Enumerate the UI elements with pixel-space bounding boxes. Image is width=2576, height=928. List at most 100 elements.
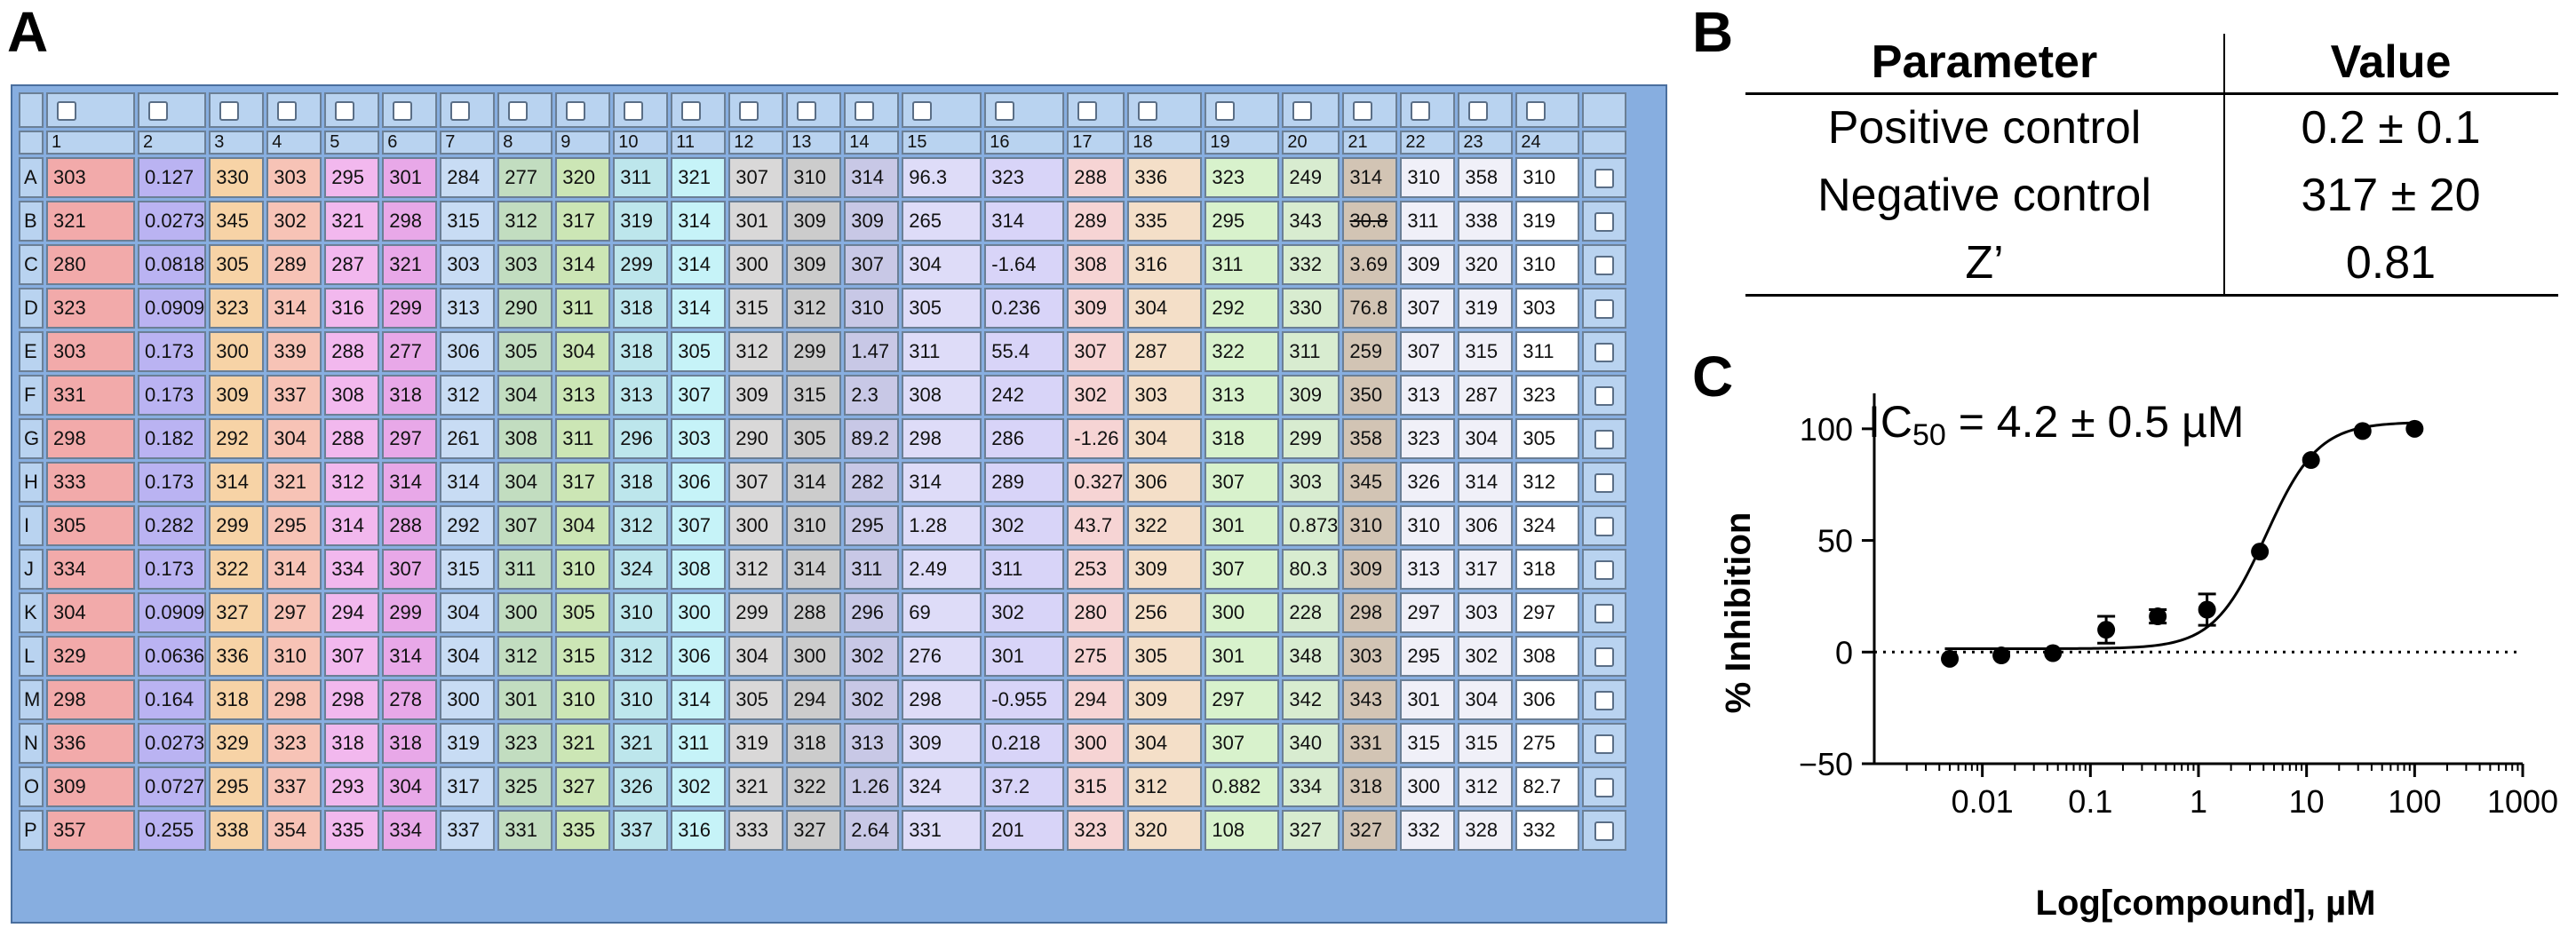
well-cell[interactable]: 350 — [1342, 375, 1398, 416]
well-cell[interactable]: 294 — [1067, 679, 1125, 720]
column-select-checkbox[interactable] — [739, 101, 759, 122]
well-cell[interactable]: 311 — [555, 288, 611, 329]
well-cell[interactable]: 306 — [671, 636, 727, 677]
column-select-checkbox[interactable] — [566, 101, 586, 122]
well-cell[interactable]: 311 — [1205, 244, 1280, 285]
well-cell[interactable]: 318 — [613, 462, 669, 503]
well-cell[interactable]: 315 — [1458, 723, 1514, 764]
well-cell[interactable]: 318 — [786, 723, 842, 764]
well-cell[interactable]: 305 — [1127, 636, 1203, 677]
column-select-checkbox[interactable] — [508, 101, 529, 122]
well-cell[interactable]: 321 — [671, 157, 727, 198]
well-cell[interactable]: 0.882 — [1205, 766, 1280, 807]
well-cell[interactable]: 305 — [902, 288, 982, 329]
column-select-checkbox[interactable] — [1526, 101, 1546, 122]
well-cell[interactable]: 69 — [902, 592, 982, 633]
well-cell[interactable]: 303 — [1342, 636, 1398, 677]
well-cell[interactable]: 313 — [1400, 375, 1456, 416]
row-select-checkbox[interactable] — [1594, 604, 1615, 624]
well-cell[interactable]: 312 — [324, 462, 380, 503]
well-cell[interactable]: -1.26 — [1067, 418, 1125, 459]
well-cell[interactable]: 322 — [209, 549, 265, 590]
well-cell[interactable]: 333 — [46, 462, 135, 503]
well-cell[interactable]: 307 — [728, 462, 784, 503]
well-cell[interactable]: 321 — [728, 766, 784, 807]
well-cell[interactable]: 312 — [497, 201, 553, 242]
well-cell[interactable]: 334 — [1282, 766, 1340, 807]
well-cell[interactable]: 338 — [209, 810, 265, 851]
row-select-checkbox[interactable] — [1594, 473, 1615, 494]
well-cell[interactable]: 314 — [324, 505, 380, 546]
well-cell[interactable]: 303 — [46, 157, 135, 198]
column-select-checkbox[interactable] — [855, 101, 875, 122]
well-cell[interactable]: 288 — [324, 418, 380, 459]
well-cell[interactable]: 337 — [266, 766, 322, 807]
well-cell[interactable]: 282 — [844, 462, 900, 503]
well-cell[interactable]: 108 — [1205, 810, 1280, 851]
well-cell[interactable]: 301 — [728, 201, 784, 242]
well-cell[interactable]: 302 — [984, 592, 1065, 633]
well-cell[interactable]: 304 — [1127, 723, 1203, 764]
well-cell[interactable]: 314 — [671, 679, 727, 720]
well-cell[interactable]: 299 — [786, 331, 842, 372]
well-cell[interactable]: 288 — [786, 592, 842, 633]
column-select-checkbox[interactable] — [1411, 101, 1431, 122]
well-cell[interactable]: 320 — [555, 157, 611, 198]
well-cell[interactable]: 303 — [46, 331, 135, 372]
well-cell[interactable]: 297 — [1515, 592, 1580, 633]
well-cell[interactable]: 277 — [382, 331, 438, 372]
column-select-checkbox[interactable] — [1353, 101, 1373, 122]
well-cell[interactable]: 319 — [1515, 201, 1580, 242]
well-cell[interactable]: 0.255 — [138, 810, 207, 851]
well-cell[interactable]: 304 — [555, 505, 611, 546]
well-cell[interactable]: 300 — [728, 244, 784, 285]
well-cell[interactable]: 288 — [382, 505, 438, 546]
row-select-checkbox[interactable] — [1594, 343, 1615, 363]
well-cell[interactable]: 300 — [497, 592, 553, 633]
well-cell[interactable]: 305 — [209, 244, 265, 285]
well-cell[interactable]: 303 — [440, 244, 496, 285]
well-cell[interactable]: 305 — [46, 505, 135, 546]
well-cell[interactable]: 295 — [324, 157, 380, 198]
well-cell[interactable]: 317 — [440, 766, 496, 807]
well-cell[interactable]: 313 — [555, 375, 611, 416]
well-cell[interactable]: 324 — [613, 549, 669, 590]
well-cell[interactable]: 315 — [440, 201, 496, 242]
well-cell[interactable]: 277 — [497, 157, 553, 198]
well-cell[interactable]: 312 — [1127, 766, 1203, 807]
column-select-checkbox[interactable] — [1138, 101, 1158, 122]
well-cell[interactable]: 297 — [266, 592, 322, 633]
well-cell[interactable]: 298 — [266, 679, 322, 720]
well-cell[interactable]: 318 — [1342, 766, 1398, 807]
well-cell[interactable]: 309 — [1400, 244, 1456, 285]
well-cell[interactable]: 315 — [440, 549, 496, 590]
well-cell[interactable]: 323 — [1067, 810, 1125, 851]
well-cell[interactable]: 312 — [786, 288, 842, 329]
well-cell[interactable]: 289 — [266, 244, 322, 285]
well-cell[interactable]: 310 — [786, 505, 842, 546]
well-cell[interactable]: 304 — [497, 462, 553, 503]
well-cell[interactable]: 308 — [902, 375, 982, 416]
well-cell[interactable]: 322 — [1127, 505, 1203, 546]
well-cell[interactable]: 0.173 — [138, 375, 207, 416]
well-cell[interactable]: 0.173 — [138, 462, 207, 503]
well-cell[interactable]: 318 — [1515, 549, 1580, 590]
well-cell[interactable]: 323 — [46, 288, 135, 329]
well-cell[interactable]: 256 — [1127, 592, 1203, 633]
well-cell[interactable]: 310 — [1400, 505, 1456, 546]
well-cell[interactable]: 82.7 — [1515, 766, 1580, 807]
well-cell[interactable]: 315 — [1458, 331, 1514, 372]
well-cell[interactable]: 301 — [497, 679, 553, 720]
well-cell[interactable]: 321 — [382, 244, 438, 285]
column-select-checkbox[interactable] — [624, 101, 644, 122]
well-cell[interactable]: 310 — [555, 549, 611, 590]
well-cell[interactable]: 307 — [671, 375, 727, 416]
well-cell[interactable]: 314 — [266, 288, 322, 329]
well-cell[interactable]: 323 — [266, 723, 322, 764]
well-cell[interactable]: 323 — [984, 157, 1065, 198]
well-cell[interactable]: 313 — [613, 375, 669, 416]
well-cell[interactable]: 303 — [497, 244, 553, 285]
well-cell[interactable]: 305 — [497, 331, 553, 372]
well-cell[interactable]: 76.8 — [1342, 288, 1398, 329]
well-cell[interactable]: 322 — [1205, 331, 1280, 372]
